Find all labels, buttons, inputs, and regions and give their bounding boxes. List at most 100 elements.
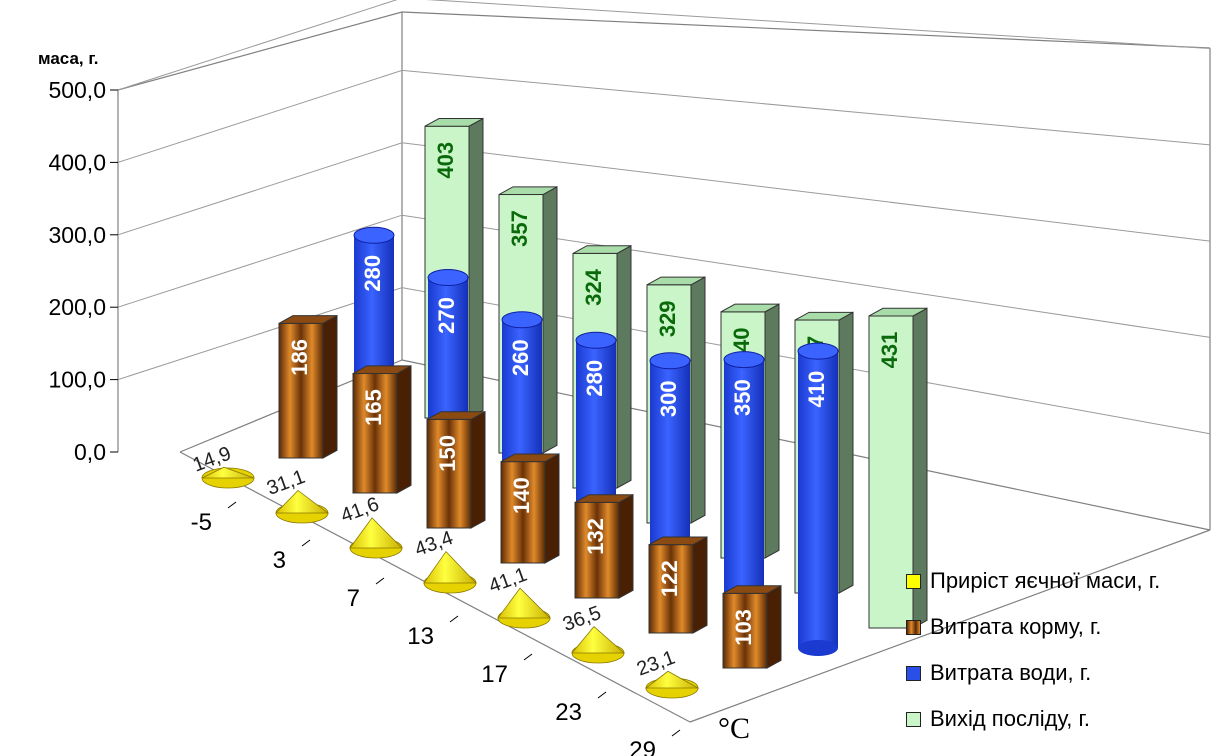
x-tick-label: 3: [273, 547, 286, 574]
mark-box: 150: [426, 410, 486, 529]
mark-cone: 31,1: [264, 466, 330, 524]
cylinder-body: [724, 359, 764, 613]
data-label: 324: [581, 268, 606, 305]
y-tick-label: 100,0: [48, 367, 106, 393]
legend-swatch-egg-mass: [906, 573, 921, 589]
y-tick-label: 0,0: [74, 439, 106, 465]
cone-body: [423, 550, 477, 584]
box-side: [690, 276, 706, 524]
x-tick-label: 29: [629, 737, 656, 756]
data-label: 280: [360, 255, 385, 292]
y-tick-label: 300,0: [48, 222, 106, 248]
cylinder-body: [798, 351, 838, 648]
cone-body: [497, 587, 551, 619]
mark-cylinder: 350: [723, 351, 765, 621]
legend-item-water: Витрата води, г.: [906, 650, 1218, 696]
data-label: 260: [508, 339, 533, 376]
box-side: [322, 314, 338, 459]
box-front: [574, 501, 620, 599]
box-front: [648, 544, 694, 634]
x-tick-label: 7: [347, 585, 360, 612]
legend-item-manure: Вихід посліду, г.: [906, 696, 1218, 742]
x-tick-mark: [671, 729, 681, 737]
mark-cone: 14,9: [190, 443, 255, 489]
legend-item-feed: Витрата корму, г.: [906, 604, 1218, 650]
mark-cone: 43,4: [412, 527, 477, 594]
data-label: 186: [287, 339, 312, 376]
data-label: 431: [877, 332, 902, 369]
x-tick-mark: [301, 539, 311, 547]
cone-body: [349, 517, 403, 549]
cylinder-top: [575, 331, 617, 349]
x-tick-mark: [449, 615, 459, 623]
legend-swatch-manure: [906, 711, 921, 727]
data-label: 280: [582, 360, 607, 397]
box-top: [720, 303, 780, 313]
x-tick-mark: [227, 501, 237, 509]
cone-body: [201, 466, 255, 479]
box-side: [470, 410, 486, 529]
chart-marks: 4033573243293403774312802702602803003504…: [190, 117, 928, 699]
cone-body: [571, 626, 626, 654]
cylinder-top: [353, 226, 395, 244]
box-top: [646, 276, 706, 286]
data-label: 300: [656, 380, 681, 417]
gridline: [117, 142, 1211, 242]
cylinder-top: [797, 342, 839, 360]
mark-box: 122: [648, 536, 708, 634]
x-tick-mark: [375, 577, 385, 585]
legend-label: Витрата води, г.: [930, 660, 1092, 685]
gridline: [117, 287, 1211, 435]
y-axis-label: маса, г.: [38, 49, 98, 68]
box-top: [498, 186, 558, 196]
x-tick-mark: [523, 653, 533, 661]
y-tick-label: 400,0: [48, 149, 106, 175]
box-top: [352, 365, 412, 375]
data-label: 403: [433, 142, 458, 179]
box-side: [766, 584, 782, 669]
legend-item-egg-mass: Приріст яєчної маси, г.: [906, 558, 1218, 604]
chart-legend: Приріст яєчної маси, г. Витрата корму, г…: [906, 558, 1218, 742]
box-top: [424, 118, 484, 127]
mark-box: 103: [722, 584, 782, 669]
box-front: [500, 461, 546, 564]
data-label: 140: [509, 477, 534, 514]
gridlines: [117, 0, 1211, 435]
cylinder-top: [723, 351, 765, 369]
legend-label: Приріст яєчної маси, г.: [930, 568, 1161, 593]
legend-label: Вихід посліду, г.: [930, 706, 1090, 731]
data-label: 270: [434, 297, 459, 334]
box-front: [426, 418, 472, 529]
x-tick-label: 13: [407, 623, 434, 650]
box-top: [572, 245, 632, 254]
x-axis-ticks: -5 3 7 13 17 23 29: [191, 501, 681, 756]
box-top: [722, 585, 782, 594]
box-side: [618, 493, 634, 599]
data-label: 150: [435, 435, 460, 472]
gridline: [117, 214, 1211, 338]
data-label: 357: [507, 210, 532, 247]
cylinder-top: [427, 269, 469, 287]
box-top: [868, 307, 928, 317]
x-tick-label: 23: [555, 699, 582, 726]
data-label: 350: [730, 379, 755, 416]
mark-cone: 41,6: [338, 493, 403, 559]
x-tick-label: 17: [481, 661, 508, 688]
cylinder-base: [798, 640, 838, 656]
box-side: [542, 185, 558, 454]
y-tick-label: 500,0: [48, 77, 106, 103]
mark-cylinder: 410: [797, 342, 839, 656]
mark-box: 165: [352, 364, 412, 494]
x-tick-mark: [597, 691, 607, 699]
box-side: [396, 364, 412, 494]
cylinder-top: [649, 352, 691, 370]
data-label: 329: [655, 300, 680, 337]
mark-cone: 36,5: [560, 602, 626, 664]
gridline: [117, 69, 1211, 163]
box-side: [692, 536, 708, 634]
mark-box: 132: [574, 493, 634, 599]
box-front: [722, 592, 768, 669]
box-top: [648, 536, 708, 546]
box-top: [278, 315, 338, 324]
